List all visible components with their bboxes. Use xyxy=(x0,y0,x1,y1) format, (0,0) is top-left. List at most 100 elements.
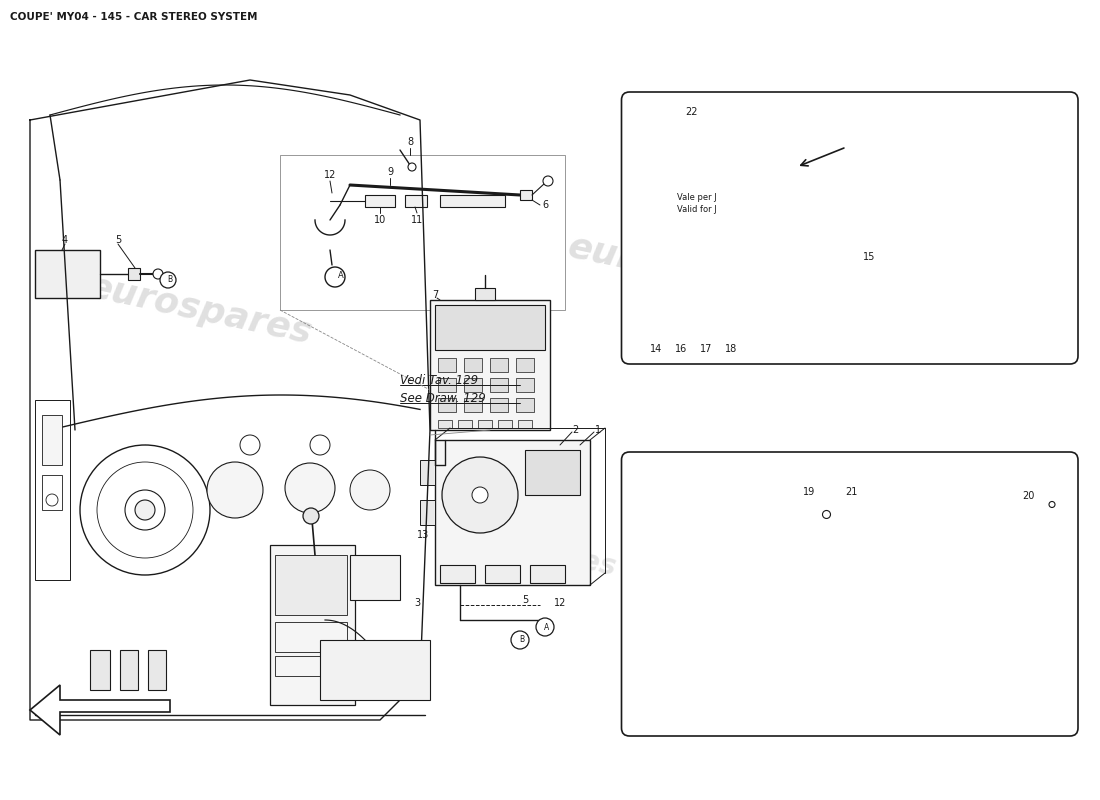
Circle shape xyxy=(46,494,58,506)
Bar xyxy=(490,398,508,412)
Bar xyxy=(42,415,62,465)
Text: 5: 5 xyxy=(114,235,121,245)
Bar xyxy=(641,217,842,327)
Circle shape xyxy=(442,457,518,533)
Bar xyxy=(682,134,704,148)
Bar xyxy=(365,195,395,207)
Bar xyxy=(42,475,62,510)
Bar xyxy=(434,305,544,350)
FancyBboxPatch shape xyxy=(621,452,1078,736)
Bar xyxy=(475,288,495,300)
Bar xyxy=(420,500,434,525)
Circle shape xyxy=(543,176,553,186)
Bar xyxy=(525,450,580,495)
Bar xyxy=(420,460,434,485)
Text: 8: 8 xyxy=(407,137,414,147)
Text: 19: 19 xyxy=(803,487,815,498)
Bar xyxy=(647,122,737,177)
Bar xyxy=(498,420,512,428)
Text: eurospares: eurospares xyxy=(85,270,316,350)
Bar xyxy=(440,195,505,207)
Bar xyxy=(438,378,456,392)
Circle shape xyxy=(350,470,390,510)
Text: 20: 20 xyxy=(1022,491,1034,502)
Bar xyxy=(438,420,452,428)
Text: 10: 10 xyxy=(374,215,386,225)
Bar xyxy=(478,420,492,428)
Bar xyxy=(350,555,400,600)
Bar xyxy=(275,656,346,676)
Bar xyxy=(706,134,728,148)
Text: Valid for J: Valid for J xyxy=(676,205,716,214)
Text: Vale per J: Vale per J xyxy=(676,193,716,202)
Circle shape xyxy=(285,463,336,513)
Circle shape xyxy=(207,462,263,518)
Text: eurospares: eurospares xyxy=(564,230,795,310)
Text: 5: 5 xyxy=(521,595,528,605)
Text: 15: 15 xyxy=(864,252,876,262)
Text: A: A xyxy=(338,271,344,281)
Bar xyxy=(148,650,166,690)
Circle shape xyxy=(310,435,330,455)
Bar xyxy=(275,622,346,652)
Bar xyxy=(842,237,859,257)
Text: 13: 13 xyxy=(417,530,429,540)
Text: 1: 1 xyxy=(595,425,601,435)
Bar xyxy=(516,378,534,392)
Text: 14: 14 xyxy=(650,344,662,354)
Text: 3: 3 xyxy=(414,598,420,608)
Polygon shape xyxy=(30,685,170,735)
Bar xyxy=(490,358,508,372)
FancyBboxPatch shape xyxy=(621,92,1078,364)
Text: 21: 21 xyxy=(845,487,858,498)
Bar xyxy=(320,640,430,700)
Text: 16: 16 xyxy=(675,344,688,354)
Circle shape xyxy=(1049,502,1055,507)
Bar xyxy=(518,420,532,428)
Bar xyxy=(530,565,565,583)
Text: 18: 18 xyxy=(725,344,738,354)
Text: 2: 2 xyxy=(572,425,579,435)
Bar xyxy=(490,378,508,392)
Circle shape xyxy=(512,631,529,649)
Circle shape xyxy=(153,269,163,279)
Circle shape xyxy=(472,487,488,503)
Bar xyxy=(405,195,427,207)
Circle shape xyxy=(536,618,554,636)
Circle shape xyxy=(823,510,830,518)
Bar xyxy=(270,545,355,705)
Bar xyxy=(280,155,565,310)
Circle shape xyxy=(125,490,165,530)
Text: 17: 17 xyxy=(701,344,713,354)
Bar xyxy=(35,400,70,580)
Bar xyxy=(35,250,100,298)
Circle shape xyxy=(80,445,210,575)
Circle shape xyxy=(302,508,319,524)
Bar xyxy=(458,420,472,428)
Bar xyxy=(464,378,482,392)
Text: 7: 7 xyxy=(432,290,438,300)
Bar xyxy=(275,555,346,615)
Bar xyxy=(430,300,550,430)
Text: 12: 12 xyxy=(323,170,337,180)
Bar xyxy=(842,267,859,287)
Bar xyxy=(842,297,859,317)
Text: 11: 11 xyxy=(411,215,424,225)
Bar xyxy=(90,650,110,690)
Text: A: A xyxy=(544,622,550,631)
Text: 12: 12 xyxy=(553,598,566,608)
Text: 4: 4 xyxy=(62,235,68,245)
Bar xyxy=(520,190,532,200)
Bar xyxy=(434,440,590,585)
Bar xyxy=(440,565,475,583)
Circle shape xyxy=(240,435,260,455)
Bar xyxy=(464,398,482,412)
Circle shape xyxy=(324,267,345,287)
Bar xyxy=(896,242,912,302)
Text: eurospares: eurospares xyxy=(441,518,618,582)
Bar xyxy=(654,134,676,148)
Text: 9: 9 xyxy=(387,167,393,177)
Bar xyxy=(128,268,140,280)
Bar xyxy=(464,358,482,372)
Text: See Draw. 129: See Draw. 129 xyxy=(400,391,486,405)
